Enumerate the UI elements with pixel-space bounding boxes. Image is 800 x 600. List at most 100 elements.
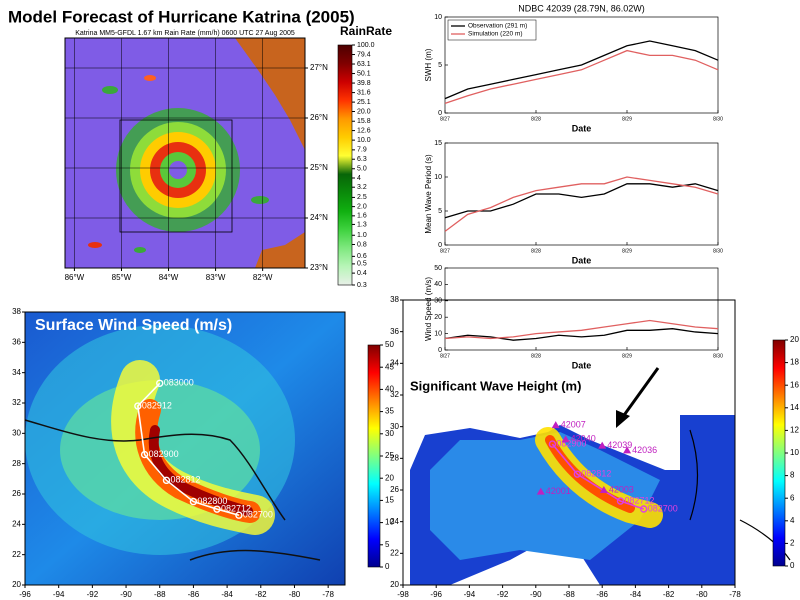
colorbar-tick-label: 3.2	[357, 184, 367, 191]
y-tick-label: 38	[12, 307, 21, 316]
y-tick-label: 34	[390, 358, 399, 367]
colorbar-tick-label: 35	[385, 407, 394, 416]
buoy-marker	[551, 421, 560, 429]
track-point	[213, 505, 221, 513]
colorbar-tick-label: 0.6	[357, 253, 367, 260]
buoy-label: 42003	[609, 484, 634, 494]
colorbar-tick-label: 12	[790, 426, 799, 435]
track-label: 082912	[142, 400, 172, 410]
y-tick-label: 25°N	[310, 163, 328, 172]
y-tick-label: 32	[390, 390, 399, 399]
series-line	[444, 183, 719, 219]
colorbar-tick-label: 31.6	[357, 89, 371, 96]
series-line	[444, 328, 719, 341]
x-tick-label: -92	[87, 590, 99, 599]
x-tick-label: -82	[663, 590, 675, 599]
series-line	[444, 40, 719, 100]
track-point	[573, 470, 581, 478]
buoy-marker	[561, 435, 570, 443]
colorbar-tick-label: 100.0	[357, 42, 375, 49]
x-tick-label: 8/27	[440, 353, 450, 359]
colorbar-tick-label: 16	[790, 380, 799, 389]
chart-title: NDBC 42039 (28.79N, 86.02W)	[518, 3, 645, 13]
y-tick-label: 27°N	[310, 63, 328, 72]
y-tick-label: 10	[434, 14, 442, 21]
track-label: 082812	[170, 475, 200, 485]
track-point	[616, 497, 625, 505]
x-tick-label: -94	[464, 590, 476, 599]
x-tick-label: 85°W	[112, 273, 132, 282]
y-tick-label: 20	[390, 580, 399, 589]
y-tick-label: 0	[438, 347, 442, 354]
colorbar	[772, 339, 786, 567]
x-tick-label: 8/29	[622, 116, 632, 122]
legend-label: Simulation (220 m)	[468, 31, 523, 38]
track-line	[136, 382, 240, 517]
y-tick-label: 40	[434, 281, 442, 288]
y-tick-label: 20	[434, 314, 442, 321]
colorbar-tick-label: 2.0	[357, 203, 367, 210]
colorbar-tick-label: 20.0	[357, 108, 371, 115]
x-tick-label: 8/30	[713, 248, 723, 254]
track-label: 082800	[197, 496, 227, 506]
x-axis-label: Date	[572, 123, 592, 133]
map-title: Significant Wave Height (m)	[410, 378, 581, 393]
x-tick-label: -94	[53, 590, 65, 599]
colorbar-tick-label: 2	[790, 539, 795, 548]
x-tick-label: 8/27	[440, 248, 450, 254]
track-label: 083000	[164, 378, 194, 388]
y-tick-label: 32	[12, 398, 21, 407]
y-tick-label: 28	[390, 453, 399, 462]
y-axis-label: Mean Wave Period (s)	[424, 154, 433, 234]
colorbar-tick-label: 15	[385, 496, 394, 505]
colorbar-tick-label: 0.5	[357, 261, 367, 268]
colorbar-tick-label: 1.6	[357, 213, 367, 220]
y-tick-label: 38	[390, 295, 399, 304]
y-tick-label: 36	[12, 337, 21, 346]
buoy-marker	[623, 446, 632, 454]
colorbar-tick-label: 25.1	[357, 99, 371, 106]
colorbar-tick-label: 79.4	[357, 51, 371, 58]
x-tick-label: 8/30	[713, 353, 723, 359]
x-tick-label: -88	[154, 590, 166, 599]
colorbar-tick-label: 20	[790, 335, 799, 344]
y-tick-label: 5	[438, 62, 442, 69]
y-tick-label: 22	[390, 548, 399, 557]
y-tick-label: 5	[438, 208, 442, 215]
x-tick-label: -82	[255, 590, 267, 599]
y-tick-label: 26	[390, 485, 399, 494]
wind-map-background	[24, 312, 345, 585]
x-tick-label: -84	[221, 590, 233, 599]
y-tick-label: 30	[390, 422, 399, 431]
x-tick-label: 8/30	[713, 116, 723, 122]
x-tick-label: 84°W	[159, 273, 179, 282]
buoy-marker	[598, 441, 607, 449]
colorbar-tick-label: 39.8	[357, 80, 371, 87]
y-tick-label: 24	[390, 517, 399, 526]
colorbar-tick-label: 5	[385, 540, 390, 549]
colorbar-tick-label: 0.4	[357, 270, 367, 277]
colorbar-tick-label: 20	[385, 473, 394, 482]
track-point	[235, 511, 243, 519]
map-subtitle: Katrina MM5-GFDL 1.67 km Rain Rate (mm/h…	[75, 30, 295, 37]
track-label: 082700	[243, 510, 273, 520]
colorbar-tick-label: 18	[790, 358, 799, 367]
legend-box	[447, 19, 537, 41]
colorbar-tick-label: 0	[385, 562, 390, 571]
x-tick-label: 83°W	[206, 273, 226, 282]
colorbar-tick-label: 5.0	[357, 166, 367, 173]
series-line	[444, 49, 719, 105]
x-tick-label: -86	[596, 590, 608, 599]
y-tick-label: 10	[434, 174, 442, 181]
colorbar-tick-label: 15.8	[357, 118, 371, 125]
y-axis-label: Wind Speed (m/s)	[424, 277, 433, 341]
buoy-label: 42040	[571, 434, 596, 444]
track-label: 082712	[624, 495, 654, 505]
track-label: 082900	[556, 438, 586, 448]
track-point	[162, 476, 171, 485]
map-frame	[24, 311, 346, 586]
y-tick-label: 50	[434, 265, 442, 272]
buoy-label: 42001	[546, 486, 571, 496]
x-tick-label: -80	[289, 590, 301, 599]
